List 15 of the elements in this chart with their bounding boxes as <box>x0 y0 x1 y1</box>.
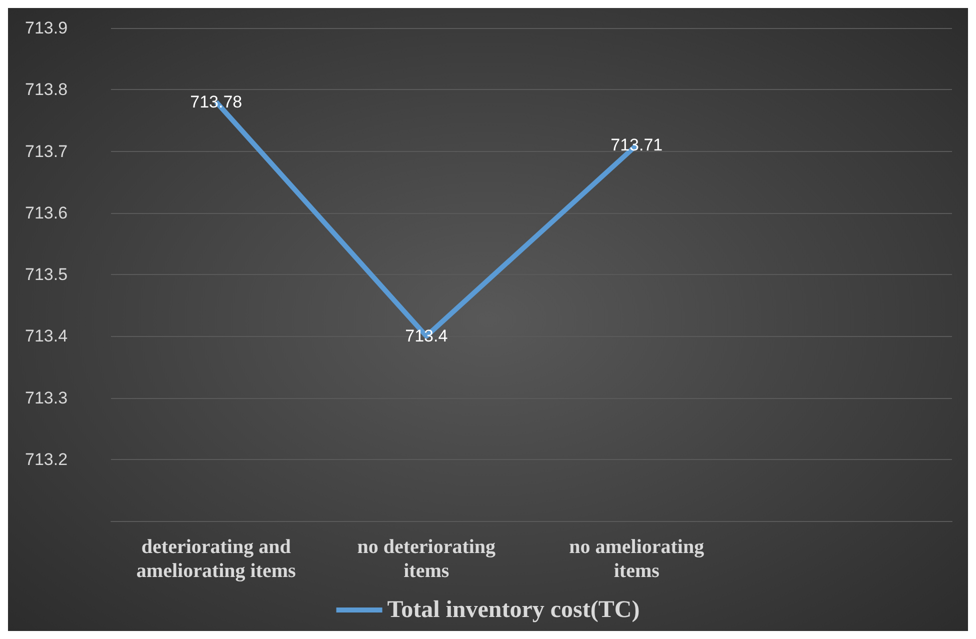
y-tick-label: 713.8 <box>25 80 68 100</box>
data-label: 713.78 <box>190 92 242 112</box>
x-tick-label: deteriorating and ameliorating items <box>136 536 296 582</box>
data-label: 713.4 <box>405 326 448 346</box>
y-tick-label: 713.9 <box>25 18 68 38</box>
x-tick-label: no ameliorating items <box>569 536 704 582</box>
y-tick-label: 713.6 <box>25 203 68 222</box>
x-tick-label: no deteriorating items <box>357 536 496 582</box>
y-tick-label: 713.2 <box>25 450 68 469</box>
y-tick-label: 713.7 <box>25 142 68 161</box>
y-tick-label: 713.4 <box>25 326 68 346</box>
y-tick-label: 713.5 <box>25 265 68 284</box>
data-label: 713.71 <box>610 136 663 155</box>
y-tick-label: 713.3 <box>25 388 68 408</box>
legend-label: Total inventory cost(TC) <box>387 597 640 623</box>
